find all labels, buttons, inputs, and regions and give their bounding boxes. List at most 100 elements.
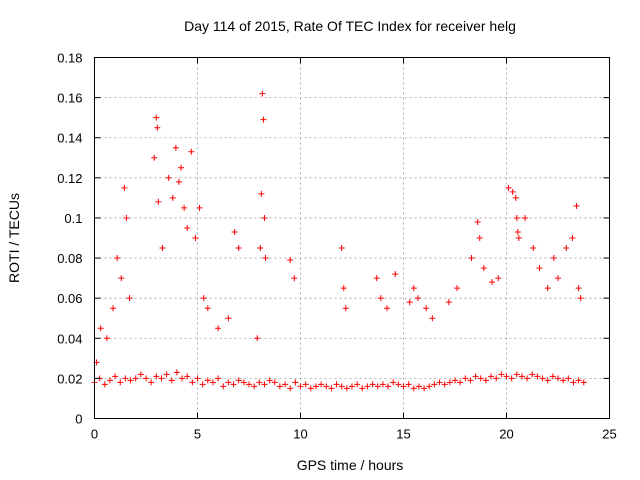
data-point [445,299,452,306]
data-point [121,184,128,191]
data-point [415,383,422,390]
data-point [151,154,158,161]
data-point [577,295,584,302]
data-point [530,245,537,252]
data-point [477,375,484,382]
data-point [127,377,134,384]
data-point [512,194,519,201]
data-point [225,379,232,386]
data-point [390,379,397,386]
data-point [276,383,283,390]
data-point [474,218,481,225]
y-tick-label: 0.08 [57,251,82,266]
data-point [441,381,448,388]
data-point [410,385,417,392]
data-point [254,335,261,342]
data-point [259,90,266,97]
data-point [405,381,412,388]
data-point [307,385,314,392]
data-point [323,383,330,390]
x-tick-label: 5 [194,427,201,442]
x-tick-label: 25 [602,427,616,442]
data-point [349,383,355,390]
data-point [97,325,104,332]
data-point [414,295,421,302]
data-point [400,383,407,390]
data-point [220,383,227,390]
data-point [505,184,512,191]
x-axis-tick-labels: 0 5 10 15 20 25 [91,427,617,442]
data-point [515,235,522,241]
x-tick-label: 15 [396,427,410,442]
data-point [110,305,117,312]
data-point [302,381,309,388]
data-point [165,174,172,181]
data-point [132,375,139,382]
data-point [260,116,267,123]
data-point [514,228,521,235]
data-point [235,245,242,252]
data-point [377,295,384,302]
data-point [539,375,546,382]
data-point [154,124,161,131]
data-point [426,383,433,390]
x-tick-label: 20 [499,427,513,442]
data-point [292,379,299,386]
data-point [343,385,350,392]
data-point [231,228,238,235]
data-point [287,257,294,264]
data-point [173,369,180,376]
data-point [536,265,543,272]
data-point [338,245,345,252]
data-point [354,381,361,388]
data-point [200,295,207,302]
axis-ticks [94,57,610,419]
gridlines [94,57,610,419]
data-point [395,381,402,388]
data-point [148,379,155,386]
data-point [287,385,294,392]
y-tick-label: 0.14 [57,131,82,146]
data-point [155,198,162,205]
data-point [175,178,182,185]
data-point [544,377,551,384]
data-point [178,164,185,171]
data-point [488,373,495,380]
data-point [240,379,247,386]
data-point [184,224,191,231]
data-point [112,373,119,380]
data-point [565,375,572,382]
x-tick-label: 0 [91,427,98,442]
data-point [196,204,203,211]
data-point [359,385,366,392]
data-point [126,295,133,302]
data-point [498,371,505,378]
data-point [563,245,570,252]
data-point [118,275,125,282]
y-tick-label: 0.18 [57,51,82,66]
data-point [482,377,489,384]
y-tick-label: 0.02 [57,371,82,386]
data-point [262,255,269,262]
data-point [257,245,264,252]
y-tick-label: 0.1 [64,211,82,226]
data-point [282,381,289,388]
data-point [194,375,201,382]
data-point [503,373,510,380]
data-point [580,379,587,386]
x-tick-label: 10 [293,427,307,442]
data-point [189,379,196,386]
data-point [410,285,417,292]
data-point [364,383,371,390]
data-point [153,373,160,380]
data-point [256,379,263,386]
data-point [462,375,469,382]
data-point [457,379,464,386]
data-point [163,371,170,378]
data-point [544,285,551,292]
data-point [192,235,199,241]
data-point [549,373,556,380]
data-point [524,375,531,382]
data-point [261,381,268,388]
data-point [446,379,453,386]
